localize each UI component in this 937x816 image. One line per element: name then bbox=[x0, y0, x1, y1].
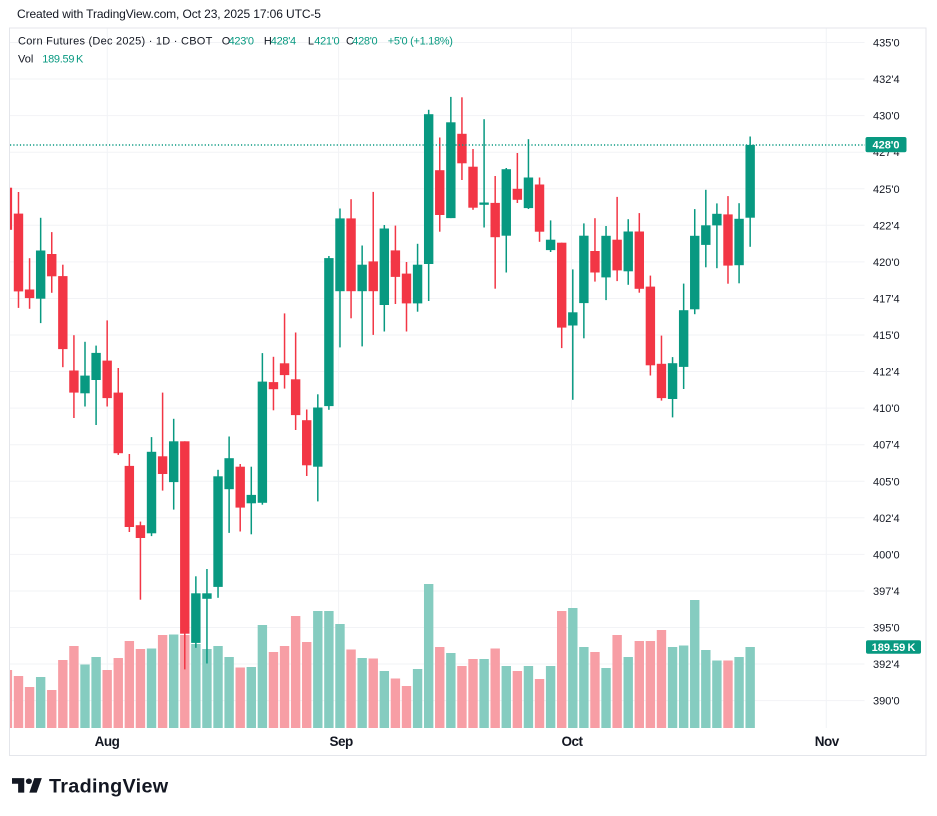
svg-text:407'4: 407'4 bbox=[873, 440, 900, 452]
svg-text:405'0: 405'0 bbox=[873, 476, 900, 488]
svg-text:428'0: 428'0 bbox=[872, 140, 899, 152]
svg-text:410'0: 410'0 bbox=[873, 403, 900, 415]
svg-text:423'0: 423'0 bbox=[229, 36, 254, 48]
svg-text:432'4: 432'4 bbox=[873, 74, 900, 86]
svg-text:Aug: Aug bbox=[95, 734, 120, 749]
svg-text:390'0: 390'0 bbox=[873, 696, 900, 708]
svg-text:428'4: 428'4 bbox=[271, 36, 296, 48]
svg-text:415'0: 415'0 bbox=[873, 330, 900, 342]
svg-text:420'0: 420'0 bbox=[873, 257, 900, 269]
svg-text:+5'0 (+1.18%): +5'0 (+1.18%) bbox=[388, 36, 453, 48]
svg-text:Created with TradingView.com,: Created with TradingView.com, Oct 23, 20… bbox=[17, 7, 321, 21]
svg-text:402'4: 402'4 bbox=[873, 513, 900, 525]
svg-text:189.59 K: 189.59 K bbox=[42, 54, 84, 66]
svg-text:435'0: 435'0 bbox=[873, 38, 900, 50]
svg-text:430'0: 430'0 bbox=[873, 111, 900, 123]
svg-text:421'0: 421'0 bbox=[314, 36, 339, 48]
svg-text:189.59 K: 189.59 K bbox=[872, 642, 916, 654]
svg-text:L: L bbox=[308, 36, 314, 48]
svg-text:417'4: 417'4 bbox=[873, 293, 900, 305]
svg-text:Oct: Oct bbox=[561, 734, 583, 749]
svg-text:395'0: 395'0 bbox=[873, 623, 900, 635]
svg-text:428'0: 428'0 bbox=[352, 36, 377, 48]
svg-text:Sep: Sep bbox=[329, 734, 353, 749]
svg-text:Corn Futures (Dec 2025) · 1D ·: Corn Futures (Dec 2025) · 1D · CBOT bbox=[18, 36, 213, 48]
svg-text:O: O bbox=[222, 36, 231, 48]
svg-text:H: H bbox=[264, 36, 272, 48]
svg-text:C: C bbox=[346, 36, 354, 48]
svg-text:TradingView: TradingView bbox=[49, 776, 169, 798]
svg-text:422'4: 422'4 bbox=[873, 220, 900, 232]
svg-text:400'0: 400'0 bbox=[873, 549, 900, 561]
svg-text:425'0: 425'0 bbox=[873, 184, 900, 196]
svg-text:397'4: 397'4 bbox=[873, 586, 900, 598]
svg-text:Nov: Nov bbox=[815, 734, 840, 749]
svg-text:Vol: Vol bbox=[18, 54, 33, 66]
svg-text:392'4: 392'4 bbox=[873, 659, 900, 671]
svg-text:412'4: 412'4 bbox=[873, 367, 900, 379]
